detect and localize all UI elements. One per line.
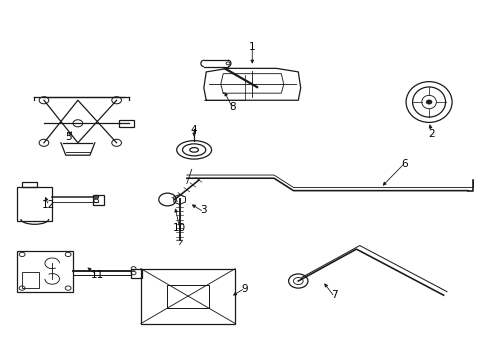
Text: 11: 11 (91, 270, 104, 280)
Text: 12: 12 (42, 200, 55, 210)
Text: 10: 10 (173, 223, 186, 233)
Bar (17, 187, 52, 221)
Bar (17, 251, 73, 292)
Text: 9: 9 (242, 284, 248, 294)
Bar (22, 182, 37, 187)
Text: 4: 4 (191, 125, 197, 135)
Bar (22, 272, 39, 288)
Text: 7: 7 (331, 290, 338, 300)
Circle shape (426, 100, 432, 104)
Text: 3: 3 (200, 205, 207, 215)
Bar (168, 284, 209, 307)
Bar (119, 120, 134, 127)
Text: 6: 6 (401, 159, 408, 169)
Bar (141, 269, 235, 324)
Bar (131, 269, 142, 278)
Text: 1: 1 (249, 42, 256, 52)
Bar (94, 195, 104, 205)
Text: 5: 5 (65, 132, 72, 143)
Text: 8: 8 (230, 102, 236, 112)
Text: 2: 2 (428, 129, 435, 139)
